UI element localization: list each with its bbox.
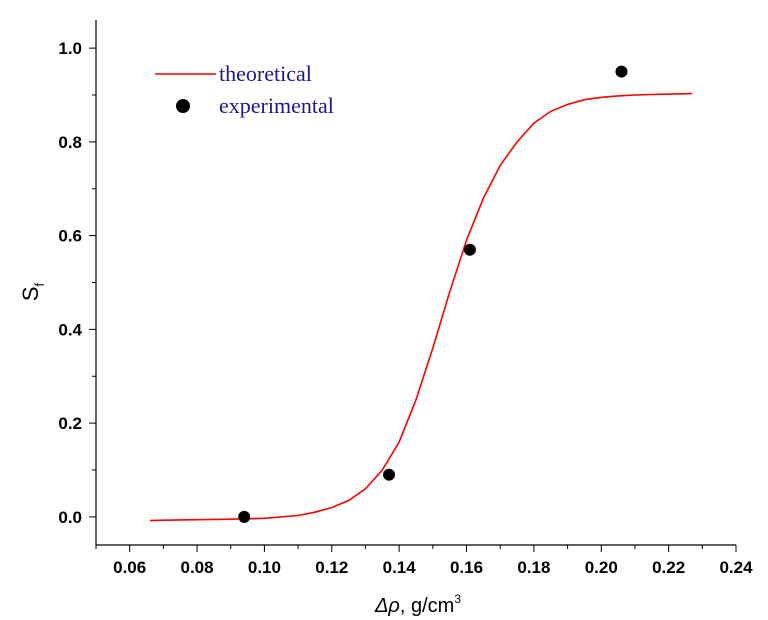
y-tick-label: 1.0 xyxy=(58,39,82,58)
x-axis-label: Δρ, g/cm3 xyxy=(374,592,461,617)
y-axis-label: Sf xyxy=(18,282,47,301)
legend-experimental-swatch xyxy=(176,99,190,113)
series-layer xyxy=(149,65,693,523)
y-tick-label: 0.0 xyxy=(58,508,82,527)
y-axis-label-main: S xyxy=(18,286,43,301)
x-tick-label: 0.18 xyxy=(517,558,550,577)
x-tick-label: 0.14 xyxy=(383,558,417,577)
x-axis-label-sup: 3 xyxy=(454,592,461,606)
experimental-point xyxy=(463,243,476,256)
experimental-point xyxy=(383,468,396,481)
x-tick-label: 0.10 xyxy=(248,558,281,577)
x-tick-label: 0.22 xyxy=(652,558,685,577)
y-tick-label: 0.4 xyxy=(58,320,82,339)
experimental-point xyxy=(615,65,628,78)
x-tick-label: 0.06 xyxy=(113,558,146,577)
x-tick-label: 0.24 xyxy=(719,558,753,577)
x-tick-label: 0.16 xyxy=(450,558,483,577)
legend-label-experimental: experimental xyxy=(219,93,334,118)
axes: 0.06 0.08 0.10 0.12 0.14 0.16 0.18 0.20 0.22 0.24… xyxy=(58,20,753,577)
x-tick-label: 0.20 xyxy=(585,558,618,577)
y-tick-label: 0.8 xyxy=(58,133,82,152)
legend-label-theoretical: theoretical xyxy=(219,61,312,86)
theoretical-curve xyxy=(149,92,693,522)
x-axis-label-unit: , g/cm xyxy=(400,595,454,617)
experimental-point xyxy=(238,510,251,523)
x-axis-label-symbol: Δρ xyxy=(374,595,400,617)
y-axis-label-sub: f xyxy=(32,282,47,286)
x-tick-label: 0.08 xyxy=(181,558,214,577)
y-tick-label: 0.2 xyxy=(58,414,82,433)
x-tick-label: 0.12 xyxy=(315,558,348,577)
y-tick-label: 0.6 xyxy=(58,227,82,246)
legend: theoretical experimental xyxy=(155,61,334,118)
